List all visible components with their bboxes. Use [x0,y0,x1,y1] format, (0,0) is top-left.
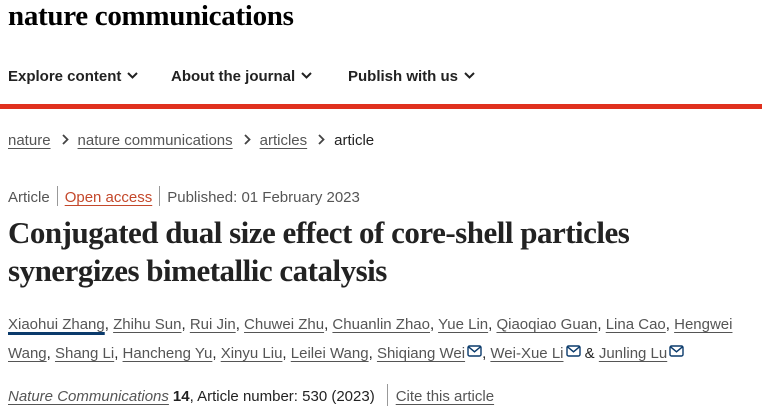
author-link[interactable]: Shang Li [54,345,115,362]
nav-publish-with-us-label: Publish with us [348,68,459,85]
breadcrumb-link-articles[interactable]: articles [259,132,308,149]
nav-about-journal-label: About the journal [171,68,296,85]
author-link[interactable]: Wei-Xue Li [490,345,564,362]
chevron-down-icon [301,72,312,79]
author-separator: , [114,345,123,362]
author-separator: , [665,316,675,333]
author-separator: , [324,316,333,333]
article-number: , Article number: 530 (2023) [189,387,375,405]
chevron-right-icon [61,132,69,149]
author-link[interactable]: Rui Jin [189,316,236,333]
article-type: Article [8,188,50,206]
author-separator: , [46,345,55,362]
author-separator: , [482,345,491,362]
header-divider [0,104,762,109]
envelope-icon[interactable] [565,345,581,357]
author-link[interactable]: Xinyu Liu [220,345,283,362]
published-date: Published: 01 February 2023 [167,188,360,206]
author-separator: , [104,316,114,333]
citation-line: Nature Communications 14, Article number:… [8,384,495,408]
author-separator: , [282,345,291,362]
author-link[interactable]: Leilei Wang [290,345,369,362]
site-logo[interactable]: nature communications [8,0,294,32]
author-separator: , [597,316,606,333]
breadcrumb-link-nature[interactable]: nature [8,132,51,149]
envelope-icon[interactable] [467,345,482,357]
author-link[interactable]: Hancheng Yu [122,345,213,362]
envelope-icon[interactable] [669,345,684,357]
nav-explore-content-label: Explore content [8,68,122,85]
volume-number: 14 [172,387,190,405]
author-link[interactable]: Chuwei Zhu [244,316,325,333]
author-link[interactable]: Zhihu Sun [113,316,182,333]
nav-publish-with-us[interactable]: Publish with us [348,68,475,85]
author-link[interactable]: Qiaoqiao Guan [496,316,598,333]
author-link[interactable]: Shiqiang Wei [376,345,466,362]
main-nav: Explore content About the journal Publis… [0,60,762,96]
author-separator: , [181,316,190,333]
breadcrumb-link-nature-communications[interactable]: nature communications [77,132,233,149]
author-separator: , [368,345,377,362]
meta-divider [56,186,58,206]
chevron-right-icon [243,132,251,149]
author-link[interactable]: Chuanlin Zhao [332,316,430,333]
author-separator: , [235,316,245,333]
open-access-link[interactable]: Open access [64,188,153,206]
journal-link[interactable]: Nature Communications [8,387,169,405]
author-separator: , [212,345,221,362]
cite-this-article-link[interactable]: Cite this article [395,387,495,405]
author-separator: , [488,316,497,333]
breadcrumb-current: article [334,132,375,149]
author-link[interactable]: Yue Lin [438,316,489,333]
author-separator: , [430,316,439,333]
nav-explore-content[interactable]: Explore content [8,68,139,85]
citation-divider [386,384,388,406]
chevron-right-icon [318,132,325,149]
nav-about-journal[interactable]: About the journal [171,68,312,85]
article-meta: Article Open access Published: 01 February… [8,186,360,208]
breadcrumb: nature nature communications articles artic… [8,132,374,149]
article-title: Conjugated dual size effect of core-shel… [8,215,630,288]
author-link[interactable]: Lina Cao [605,316,666,333]
author-link[interactable]: Junling Lu [598,345,668,362]
author-separator: & [580,345,599,362]
author-list: Xiaohui Zhang, Zhihu Sun, Rui Jin, Chuwe… [8,310,758,368]
chevron-down-icon [464,72,475,79]
chevron-down-icon [127,72,139,79]
author-link[interactable]: Xiaohui Zhang [8,316,105,333]
author-link[interactable]: Hengwei Wang [8,316,733,362]
meta-divider [159,186,161,206]
